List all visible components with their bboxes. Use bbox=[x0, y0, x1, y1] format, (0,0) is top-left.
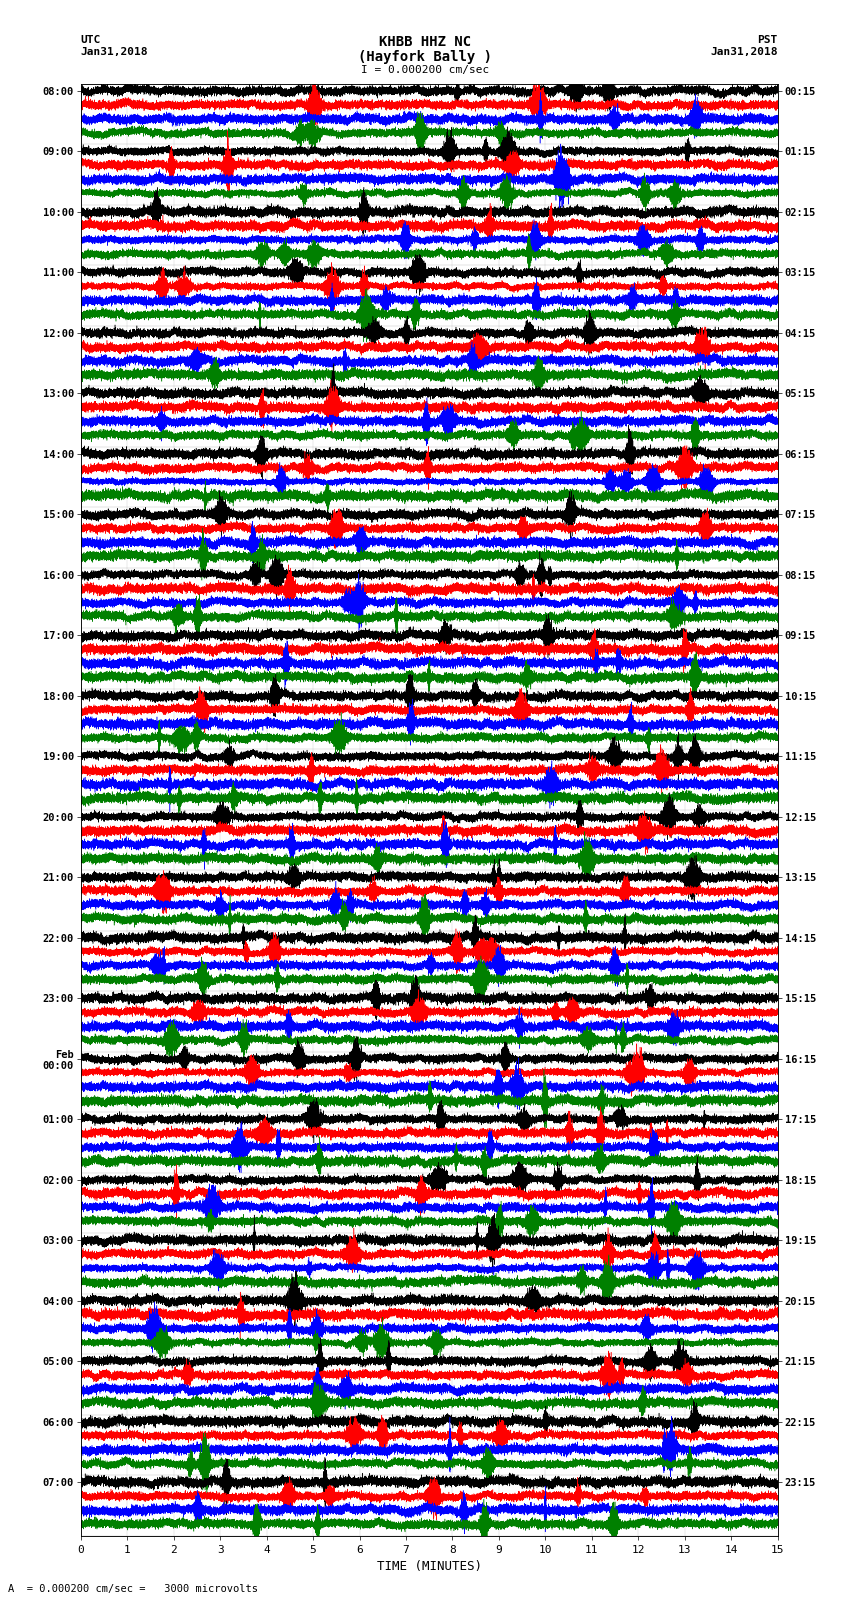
Text: KHBB HHZ NC: KHBB HHZ NC bbox=[379, 35, 471, 50]
Text: I = 0.000200 cm/sec: I = 0.000200 cm/sec bbox=[361, 65, 489, 74]
Text: PST
Jan31,2018: PST Jan31,2018 bbox=[711, 35, 778, 56]
Text: A  = 0.000200 cm/sec =   3000 microvolts: A = 0.000200 cm/sec = 3000 microvolts bbox=[8, 1584, 258, 1594]
X-axis label: TIME (MINUTES): TIME (MINUTES) bbox=[377, 1560, 482, 1573]
Text: (Hayfork Bally ): (Hayfork Bally ) bbox=[358, 50, 492, 65]
Text: UTC
Jan31,2018: UTC Jan31,2018 bbox=[81, 35, 148, 56]
